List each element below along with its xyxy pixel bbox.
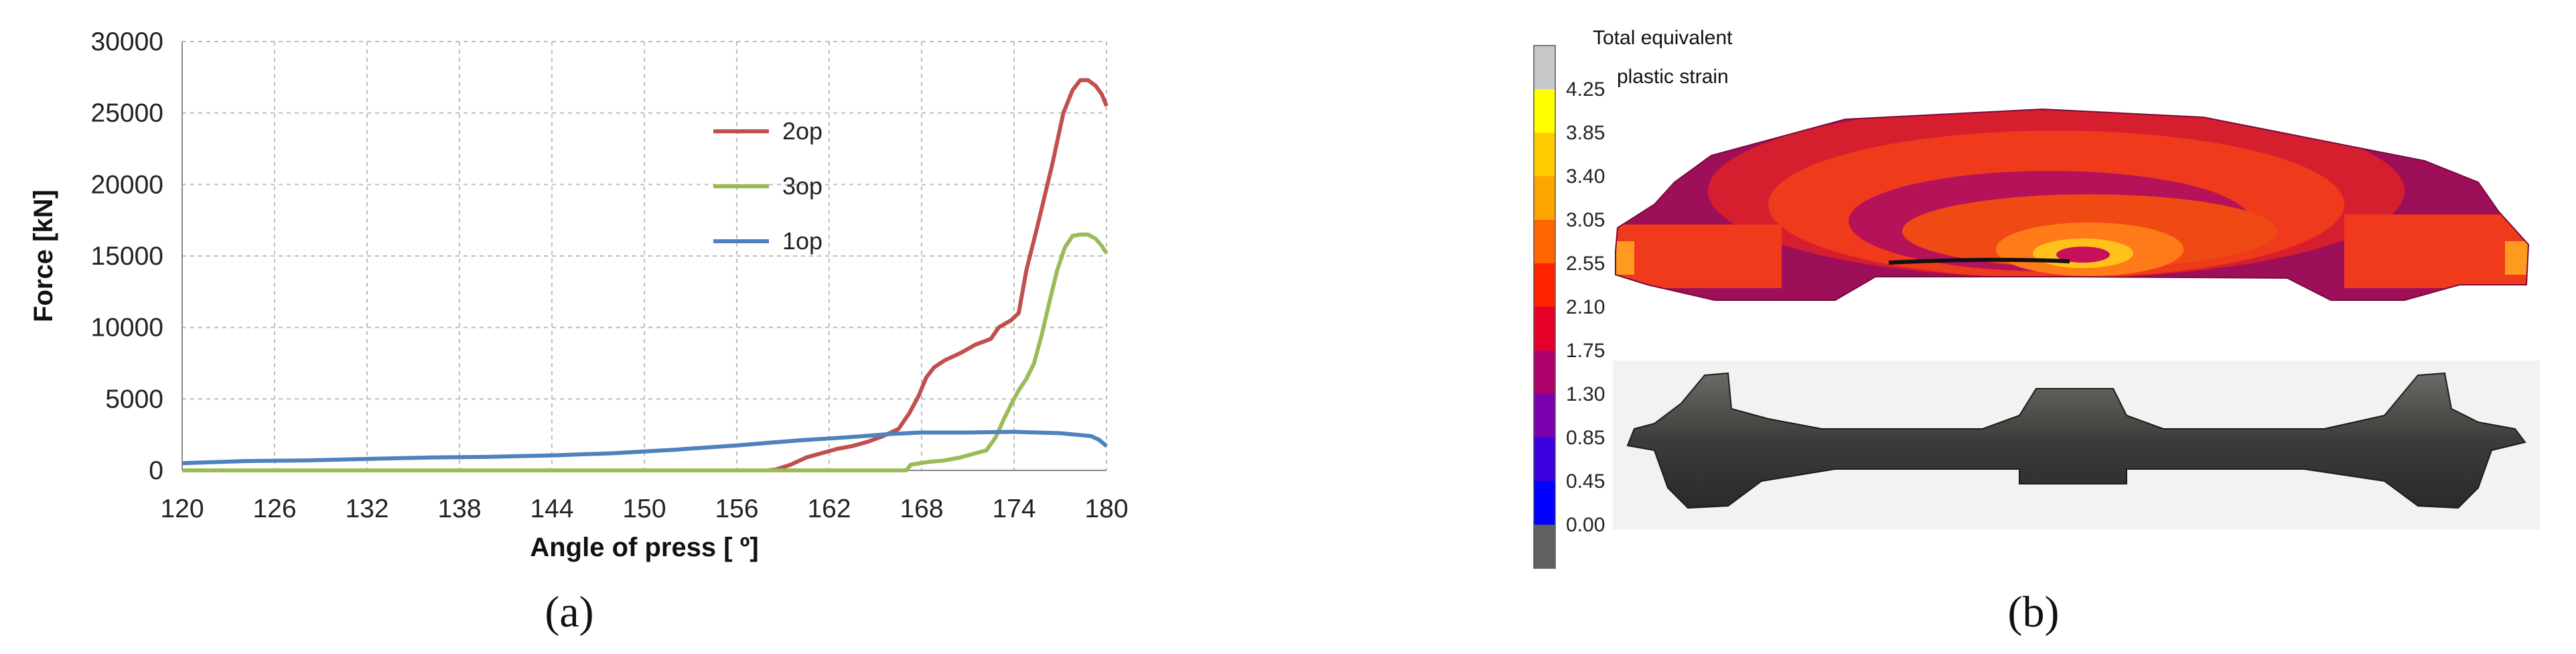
force-angle-chart: 0 5000 10000 15000 20000 25000 30000 120 126 132… [29,27,1129,637]
colorbar-tick-label: 4.25 [1566,78,1605,101]
legend-label-1op: 1op [782,227,822,255]
y-axis-title: Force [kN] [29,190,58,322]
colorbar-segment [1534,176,1555,220]
colorbar-tick-label: 2.55 [1566,253,1605,275]
x-axis-title: Angle of press [ º] [530,533,758,562]
colorbar-segment [1534,307,1555,351]
colorbar-title-line1: Total equivalent [1593,27,1733,49]
legend-label-2op: 2op [782,117,822,145]
colorbar-tick-label: 2.10 [1566,296,1605,318]
series-line-3op [182,233,1108,472]
chart-gridlines [182,41,1107,470]
chart-series [182,78,1108,472]
y-tick-label: 10000 [91,314,163,342]
x-tick-label: 126 [253,495,296,523]
colorbar-tick-label: 3.85 [1566,122,1605,144]
x-tick-label: 138 [437,495,481,523]
colorbar-tick-label: 0.45 [1566,470,1605,493]
colorbar-tick-label: 1.75 [1566,340,1605,362]
strain-contour-panel: 4.25 3.85 3.40 3.05 2.55 2.10 1.75 1.30 0.85 0.45… [1533,27,2540,637]
x-tick-label: 132 [345,495,388,523]
fem-part-outline [1615,108,2530,301]
colorbar-segment [1534,350,1555,395]
x-tick-label: 162 [807,495,851,523]
y-tick-label: 25000 [91,99,163,128]
y-tick-label: 5000 [105,385,163,413]
colorbar-tick-label: 1.30 [1566,383,1605,405]
legend-label-3op: 3op [782,172,822,200]
colorbar-segment [1534,46,1555,90]
x-tick-label: 174 [992,495,1035,523]
colorbar-segment [1534,133,1555,177]
colorbar-segment [1534,525,1555,569]
colorbar-frame [1533,45,1556,569]
colorbar-title-line2: plastic strain [1617,66,1729,88]
y-tick-label: 0 [149,456,163,485]
colorbar-tick-label: 3.40 [1566,166,1605,188]
y-tick-label: 30000 [91,27,163,56]
chart-legend: 2op 3op 1op [713,117,822,255]
colorbar-tick-label: 0.85 [1566,427,1605,449]
x-tick-label: 144 [530,495,573,523]
colorbar-segment [1534,220,1555,264]
panel-label-b: (b) [2008,588,2060,637]
colorbar-tick-label: 0.00 [1566,514,1605,536]
colorbar-segment [1534,89,1555,133]
colorbar-tick-label: 3.05 [1566,209,1605,231]
x-tick-label: 150 [622,495,666,523]
x-tick-label: 180 [1084,495,1128,523]
x-tick-label: 120 [160,495,204,523]
x-tick-labels: 120 126 132 138 144 150 156 162 168 174 180 [160,495,1128,523]
strain-colorbar: 4.25 3.85 3.40 3.05 2.55 2.10 1.75 1.30 0.85 0.45… [1533,45,1605,569]
y-tick-label: 15000 [91,242,163,271]
panel-label-a: (a) [545,588,593,637]
colorbar-segment [1534,394,1555,438]
fem-contour-part [1616,109,2528,300]
series-line-1op [182,430,1108,466]
y-tick-label: 20000 [91,170,163,199]
series-line-2op [182,78,1108,472]
colorbar-segment [1534,263,1555,308]
y-tick-labels: 0 5000 10000 15000 20000 25000 30000 [91,27,163,485]
forged-part-photo [1613,361,2540,529]
colorbar-segment [1534,481,1555,525]
x-tick-label: 156 [715,495,758,523]
colorbar-segment [1534,438,1555,482]
x-tick-label: 168 [900,495,943,523]
